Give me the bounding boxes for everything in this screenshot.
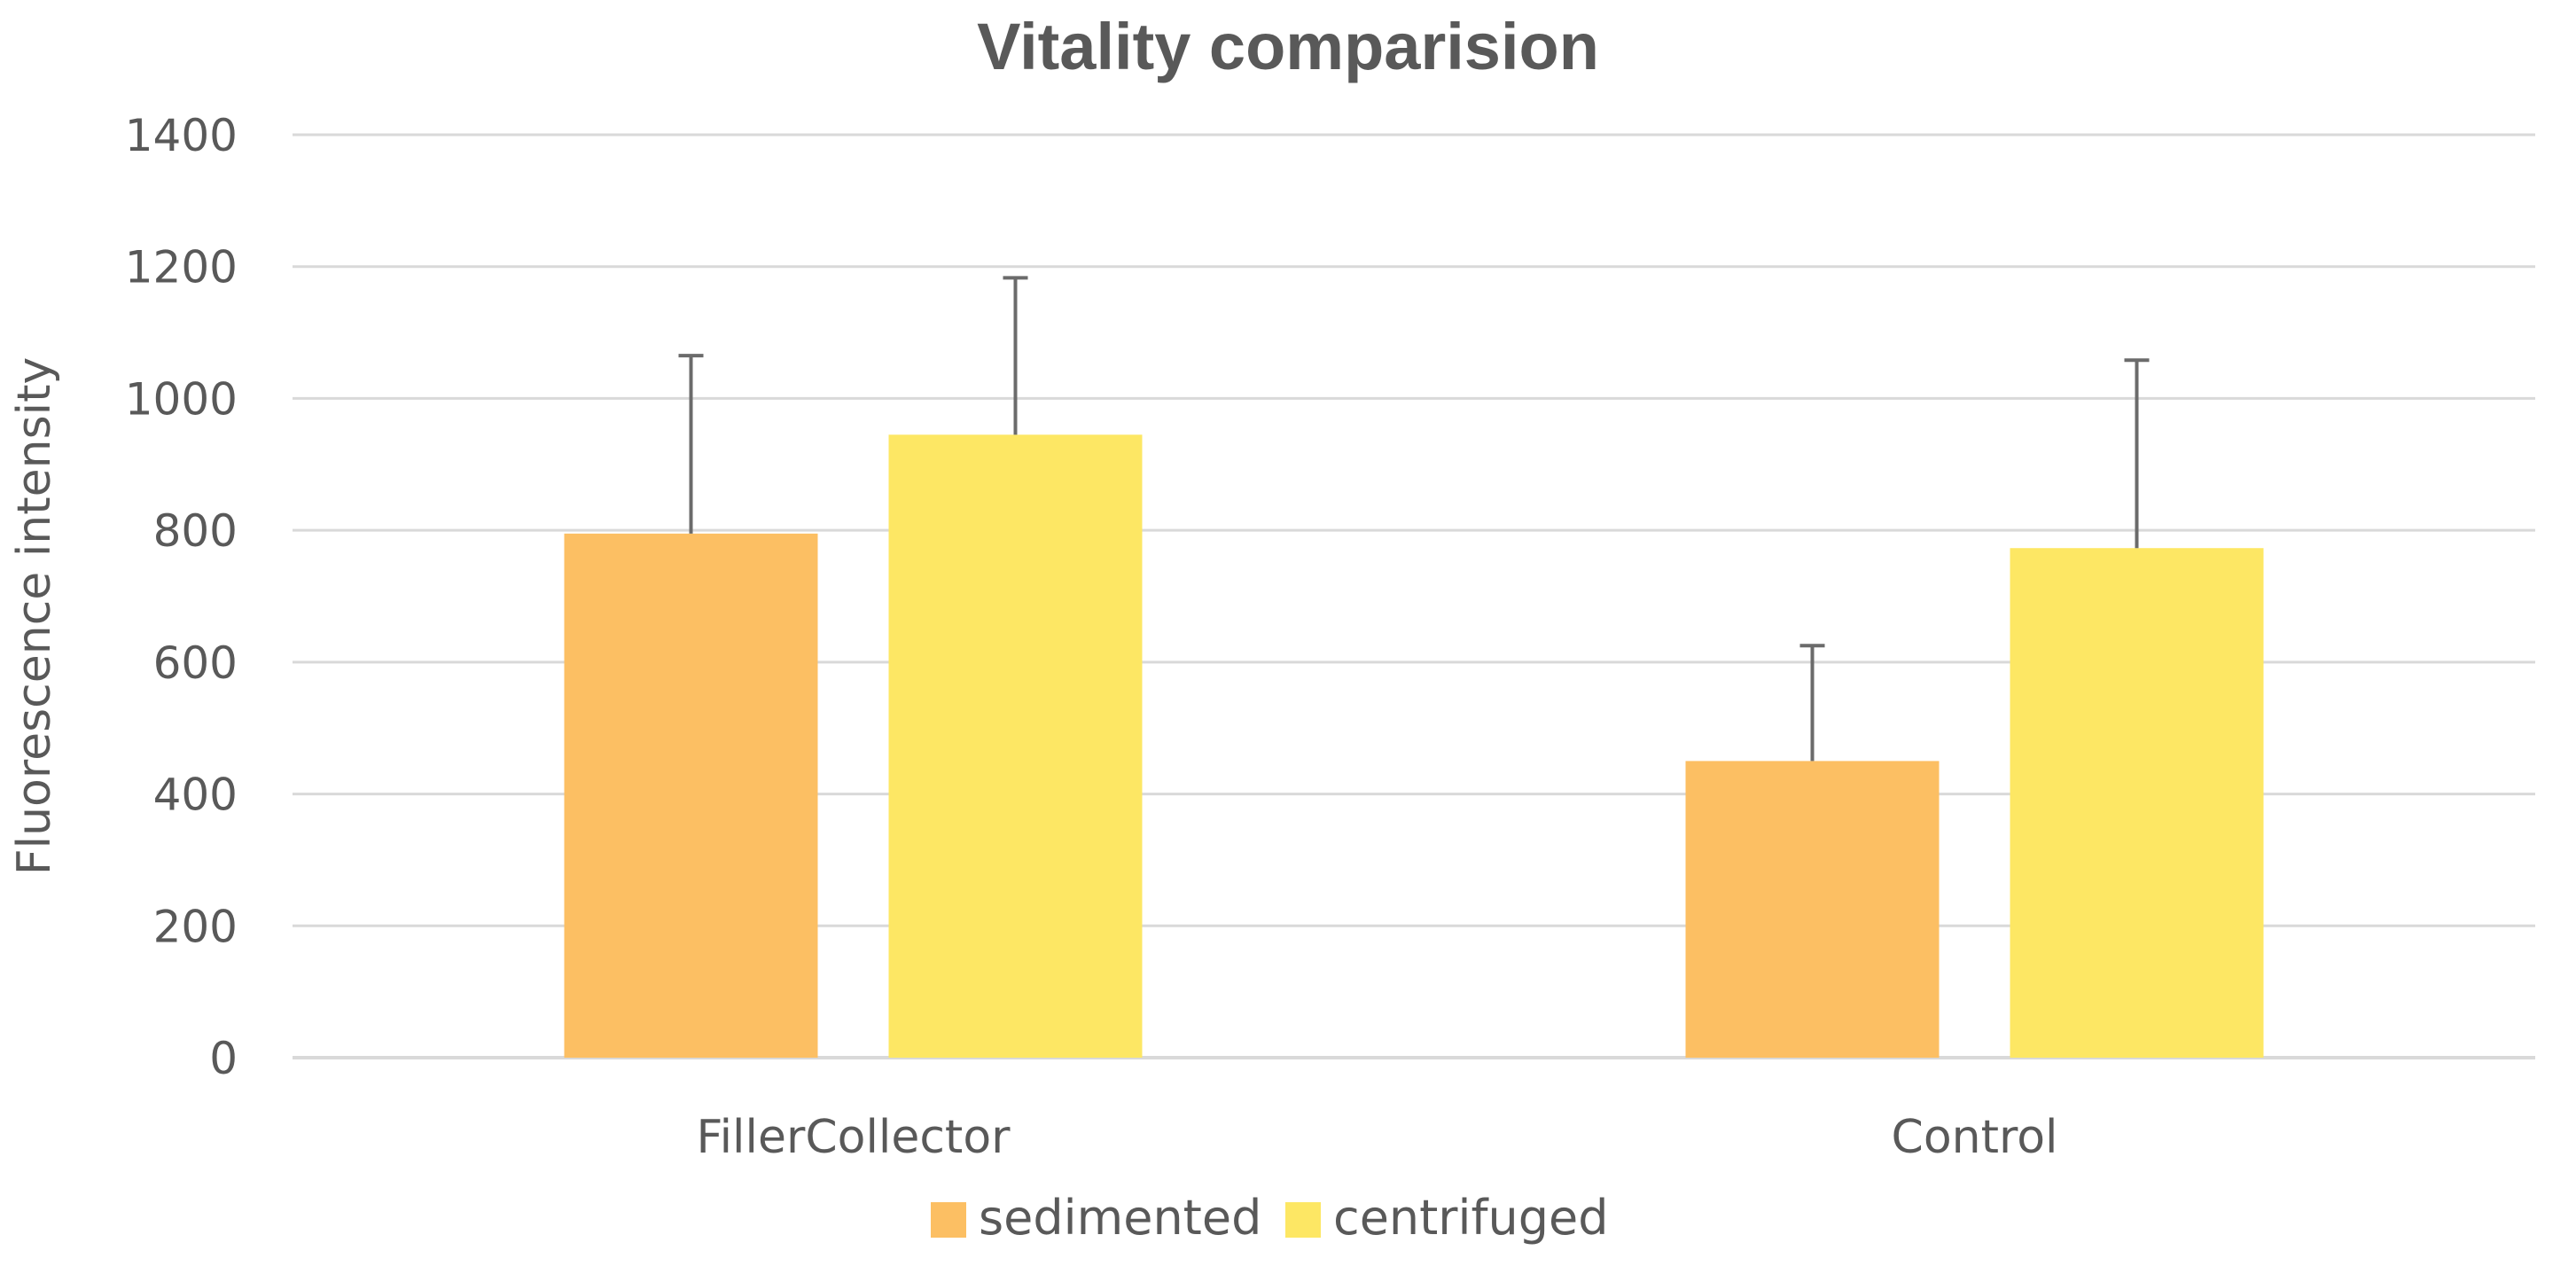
legend: sedimented centrifuged bbox=[931, 1190, 1609, 1246]
y-tick-label: 1000 bbox=[125, 373, 238, 425]
y-tick-label: 1200 bbox=[125, 242, 238, 293]
y-tick-label: 0 bbox=[209, 1033, 238, 1084]
legend-label-centrifuged: centrifuged bbox=[1333, 1190, 1609, 1246]
legend-label-sedimented: sedimented bbox=[979, 1190, 1261, 1246]
y-axis-ticks: 0 200 400 600 800 1000 1200 1400 bbox=[125, 110, 238, 1084]
x-axis-categories: FillerCollector Control bbox=[696, 1111, 2057, 1164]
y-tick-label: 400 bbox=[153, 770, 238, 821]
bar-sedimented-fillercollector bbox=[564, 533, 818, 1058]
y-axis-title: Fluorescence intensity bbox=[8, 357, 61, 876]
bar-sedimented-control bbox=[1685, 761, 1940, 1058]
y-tick-label: 800 bbox=[153, 505, 238, 557]
x-category-label: Control bbox=[1892, 1111, 2058, 1164]
legend-swatch-centrifuged bbox=[1285, 1202, 1321, 1238]
y-tick-label: 1400 bbox=[125, 110, 238, 161]
y-tick-label: 200 bbox=[153, 901, 238, 952]
y-tick-label: 600 bbox=[153, 637, 238, 689]
bars bbox=[564, 434, 2264, 1058]
error-bars bbox=[678, 276, 2150, 762]
chart-title: Vitality comparision bbox=[977, 10, 1599, 83]
x-category-label: FillerCollector bbox=[696, 1111, 1011, 1164]
bar-centrifuged-fillercollector bbox=[888, 434, 1143, 1058]
bar-centrifuged-control bbox=[2010, 548, 2264, 1058]
legend-swatch-sedimented bbox=[931, 1202, 966, 1238]
